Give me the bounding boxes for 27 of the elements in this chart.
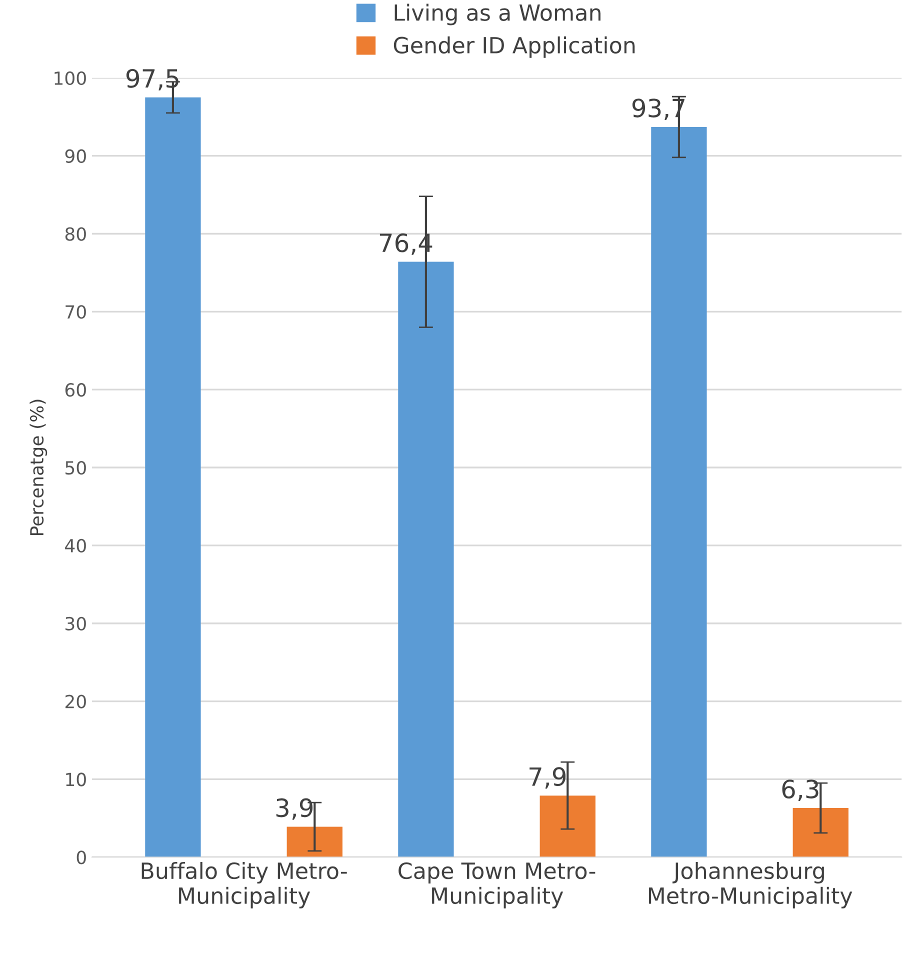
y-tick-label: 0 <box>76 850 86 864</box>
y-tick-label: 100 <box>54 71 86 86</box>
y-tick-label: 90 <box>65 149 86 163</box>
data-label: 3,9 <box>276 798 313 820</box>
legend-label: Living as a Woman <box>394 4 600 26</box>
y-tick-label: 30 <box>66 616 86 630</box>
x-tick-label: Johannesburg Metro-Municipality <box>648 862 852 908</box>
x-tick-label: Cape Town Metro- Municipality <box>398 862 596 908</box>
y-tick-label: 20 <box>65 694 86 708</box>
bar <box>792 808 848 858</box>
y-tick-label: 70 <box>66 305 86 319</box>
legend-label: Gender ID Application <box>394 36 635 58</box>
y-tick-label: 80 <box>65 227 86 241</box>
bar <box>398 262 454 858</box>
y-tick-label: 10 <box>66 772 86 786</box>
data-label: 97,5 <box>126 68 178 90</box>
bar <box>286 826 342 858</box>
x-tick-label: Buffalo City Metro- Municipality <box>142 862 347 908</box>
data-label: 6,3 <box>782 780 818 802</box>
y-tick-label: 60 <box>65 383 86 397</box>
y-tick-label: 40 <box>65 538 86 553</box>
bar <box>145 97 201 858</box>
data-label: 7,9 <box>530 767 566 789</box>
y-tick-label: 50 <box>66 460 86 475</box>
y-axis-title: Percenatge (%) <box>30 400 48 536</box>
bar <box>651 127 707 858</box>
bar <box>540 796 596 858</box>
